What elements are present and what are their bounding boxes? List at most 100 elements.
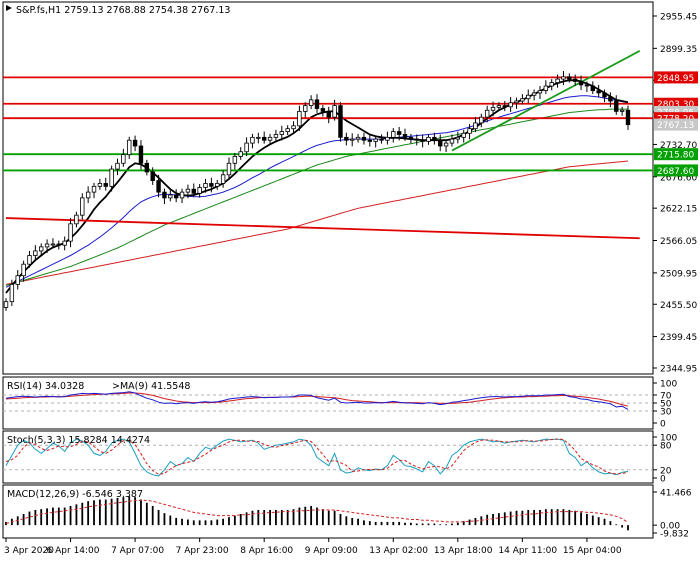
- macd-bar: [327, 510, 330, 526]
- stoch-pane-frame: [2, 430, 654, 484]
- stoch-tick-label: 80: [660, 442, 672, 452]
- candle-body: [361, 136, 367, 141]
- macd-bar: [627, 525, 629, 531]
- macd-bar: [556, 509, 559, 526]
- macd-bar: [363, 520, 365, 526]
- rsi-tick-label: 0: [660, 420, 666, 430]
- rsi-tick-label: 50: [660, 400, 672, 410]
- time-tick-label: 8 Apr 16:00: [240, 546, 293, 556]
- price-label-box: [654, 71, 698, 84]
- macd-bar: [5, 521, 7, 526]
- price-axis: 2955.452899.352844.052788.952732.702676.…: [653, 13, 698, 540]
- macd-tick-label: 41.466: [660, 489, 692, 499]
- candle-body: [256, 136, 261, 139]
- macd-bar: [251, 510, 254, 526]
- candle-body: [303, 105, 308, 112]
- macd-bar: [533, 509, 536, 526]
- macd-bar: [421, 523, 424, 526]
- candle-body: [9, 283, 15, 303]
- candle-body: [220, 174, 226, 184]
- ma-blue-line: [5, 95, 629, 288]
- macd-bar: [157, 509, 160, 526]
- candle-body: [508, 102, 513, 108]
- candle-body: [373, 138, 378, 142]
- candle-body: [484, 109, 490, 118]
- macd-bar: [69, 505, 72, 526]
- time-tick-label: 3 Apr 2020: [4, 546, 54, 556]
- macd-bar: [169, 515, 172, 526]
- macd-bar: [104, 499, 107, 526]
- macd-bar: [269, 509, 271, 526]
- rsi-tick-label: 70: [660, 392, 672, 402]
- time-tick-label: 6 Apr 14:00: [47, 546, 100, 556]
- macd-bar: [116, 497, 119, 526]
- macd-bar: [439, 524, 442, 526]
- time-tick-label: 9 Apr 09:00: [305, 546, 358, 556]
- price-tick-label: 2955.45: [660, 13, 697, 23]
- macd-bar: [286, 509, 289, 526]
- candle-body: [402, 134, 408, 138]
- macd-bar: [93, 500, 95, 526]
- candle-body: [91, 185, 97, 193]
- rsi-line: [5, 391, 629, 410]
- macd-bar: [216, 519, 219, 526]
- candle-body: [408, 136, 414, 140]
- stoch-tick-label: 20: [660, 466, 672, 476]
- price-label-box: [654, 148, 698, 161]
- candle-body: [567, 76, 572, 80]
- macd-bar: [333, 510, 336, 526]
- candle-body: [162, 191, 167, 199]
- candle-body: [27, 255, 32, 265]
- candle-body: [150, 171, 155, 181]
- candle-body: [215, 183, 220, 187]
- candle-body: [50, 243, 56, 246]
- time-tick-label: 13 Apr 18:00: [434, 546, 493, 556]
- candle-body: [109, 168, 114, 187]
- candle-body: [244, 142, 249, 153]
- macd-bar: [187, 519, 189, 526]
- macd-bar: [591, 515, 594, 526]
- candle-body: [572, 78, 578, 82]
- candle-body: [115, 162, 120, 170]
- stoch-tick-label: 100: [660, 434, 677, 444]
- macd-bar: [345, 516, 348, 526]
- candle-body: [56, 243, 62, 246]
- macd-bar: [357, 518, 359, 526]
- macd-bar: [404, 522, 406, 526]
- macd-bar: [122, 497, 125, 526]
- candle-body: [279, 131, 284, 135]
- price-label-text: 2767.13: [657, 121, 694, 131]
- macd-bar: [263, 509, 266, 526]
- macd-bar: [398, 521, 401, 526]
- candle-body: [426, 136, 431, 142]
- candle-body: [614, 100, 619, 112]
- macd-tick-label: -9.832: [660, 530, 689, 540]
- candle-body: [443, 142, 449, 147]
- macd-bar: [292, 509, 295, 526]
- macd-bar: [34, 509, 37, 526]
- macd-bar: [128, 496, 131, 526]
- candle-body: [308, 99, 314, 107]
- time-tick-label: 15 Apr 04:00: [563, 546, 622, 556]
- macd-bar: [503, 512, 506, 526]
- candle-body: [326, 110, 331, 118]
- candle-body: [502, 105, 507, 108]
- candle-body: [97, 183, 103, 187]
- macd-bar: [574, 510, 577, 526]
- trendline: [451, 50, 641, 152]
- candle-body: [156, 180, 161, 193]
- candle-body: [379, 138, 384, 141]
- candle-body: [185, 188, 191, 193]
- candle-body: [3, 301, 9, 308]
- macd-bar: [515, 510, 518, 526]
- macd-bar: [621, 525, 624, 528]
- candle-body: [520, 98, 525, 102]
- price-tick-label: 2455.50: [660, 301, 697, 311]
- macd-bar: [392, 521, 395, 526]
- macd-bar: [386, 521, 389, 526]
- macd-bar: [280, 509, 283, 526]
- trendlines: [5, 50, 641, 240]
- candle-body: [531, 92, 537, 96]
- rsi-ma-title: >MA(9) 41.5548: [112, 381, 190, 392]
